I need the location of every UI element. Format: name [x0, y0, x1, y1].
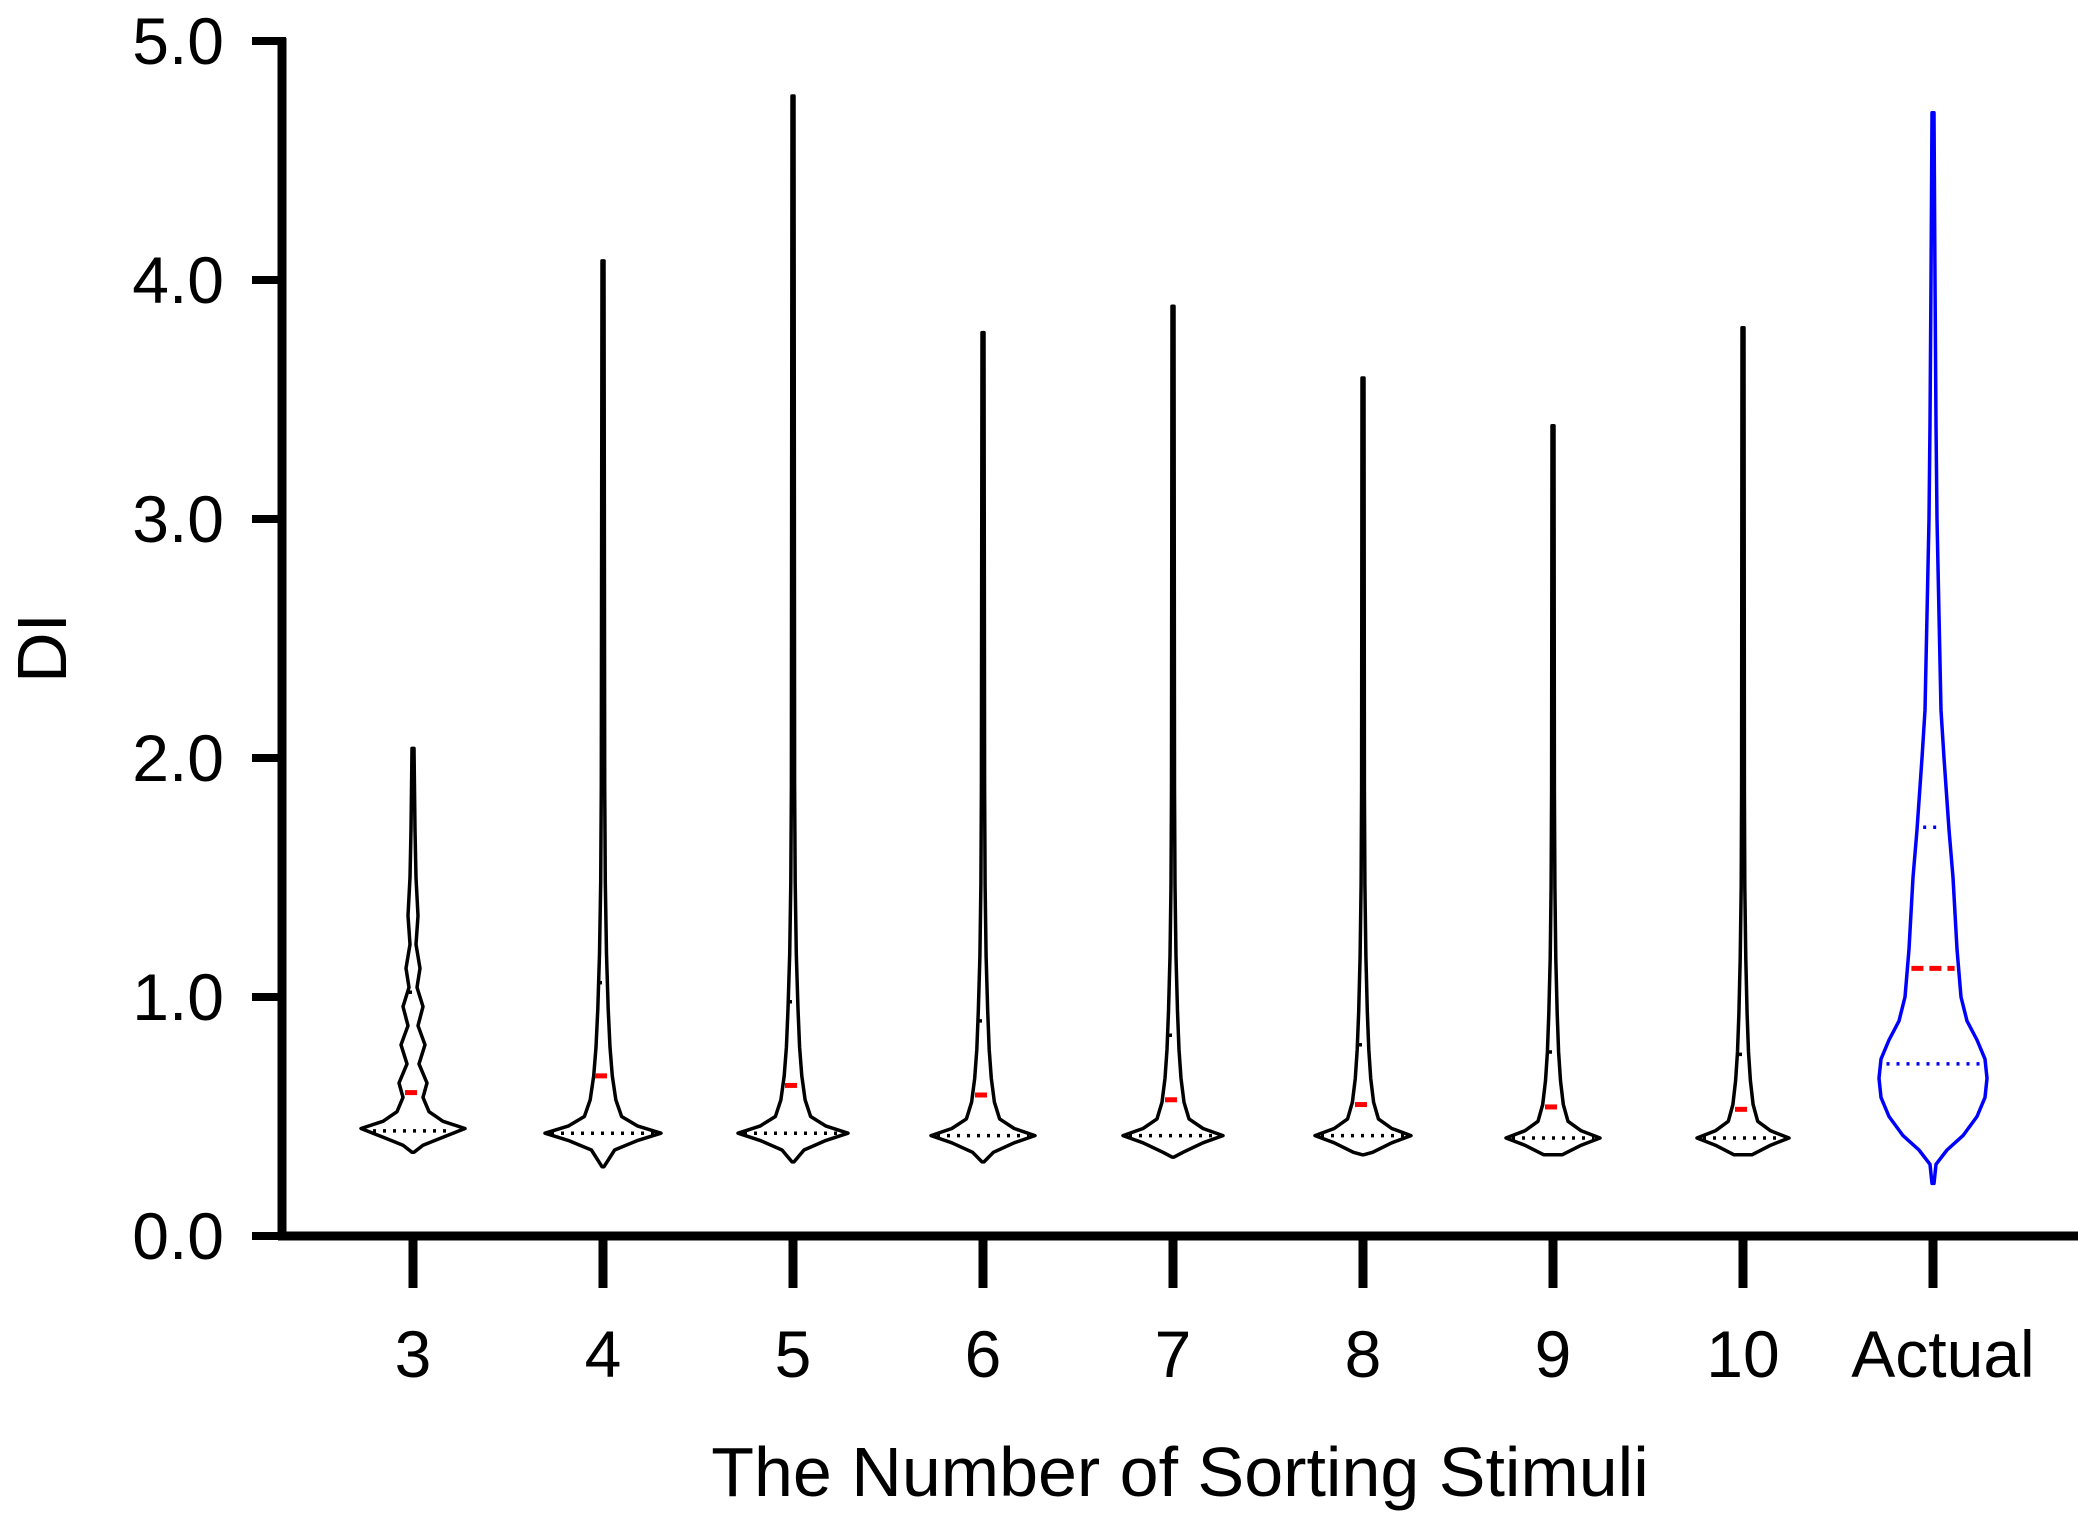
violin-3: [359, 746, 467, 1155]
violin-layer: [359, 94, 1989, 1186]
violin-outline: [1313, 376, 1413, 1157]
violin-outline: [736, 94, 850, 1164]
violin-outline: [929, 330, 1037, 1164]
violin-outline: [1695, 326, 1791, 1157]
x-tick-label: 3: [395, 1317, 432, 1391]
y-tick-label: 1.0: [132, 960, 224, 1034]
y-tick-label: 4.0: [132, 243, 224, 317]
x-tick-label: 10: [1706, 1317, 1779, 1391]
violin-5: [736, 94, 850, 1164]
x-tick-label: 6: [965, 1317, 1002, 1391]
violin-outline: [1121, 304, 1225, 1159]
x-tick-label: Actual: [1851, 1317, 2034, 1391]
y-tick-label: 0.0: [132, 1199, 224, 1273]
y-tick-label: 5.0: [132, 4, 224, 78]
y-axis-title: DI: [3, 613, 81, 683]
violin-10: [1695, 326, 1791, 1157]
violin-6: [929, 330, 1037, 1164]
violin-Actual: [1877, 110, 1989, 1186]
violin-4: [543, 259, 663, 1169]
y-ticks: 0.0 1.0 2.0 3.0 4.0 5.0: [132, 4, 286, 1273]
violin-outline: [1877, 110, 1989, 1186]
y-tick-label: 3.0: [132, 482, 224, 556]
x-tick-label: 4: [585, 1317, 622, 1391]
violin-outline: [543, 259, 663, 1169]
x-tick-label: 7: [1155, 1317, 1192, 1391]
y-tick-label: 2.0: [132, 721, 224, 795]
violin-7: [1121, 304, 1225, 1159]
axes-layer: [277, 38, 2078, 1241]
x-axis-title: The Number of Sorting Stimuli: [711, 1433, 1649, 1511]
x-tick-label: 5: [775, 1317, 812, 1391]
violin-9: [1504, 424, 1602, 1157]
violin-outline: [1504, 424, 1602, 1157]
x-ticks: 3 4 5 6 7 8 9 10 Actual: [395, 1238, 2035, 1391]
violin-outline: [359, 746, 467, 1155]
x-tick-label: 9: [1535, 1317, 1572, 1391]
violin-8: [1313, 376, 1413, 1157]
x-tick-label: 8: [1345, 1317, 1382, 1391]
